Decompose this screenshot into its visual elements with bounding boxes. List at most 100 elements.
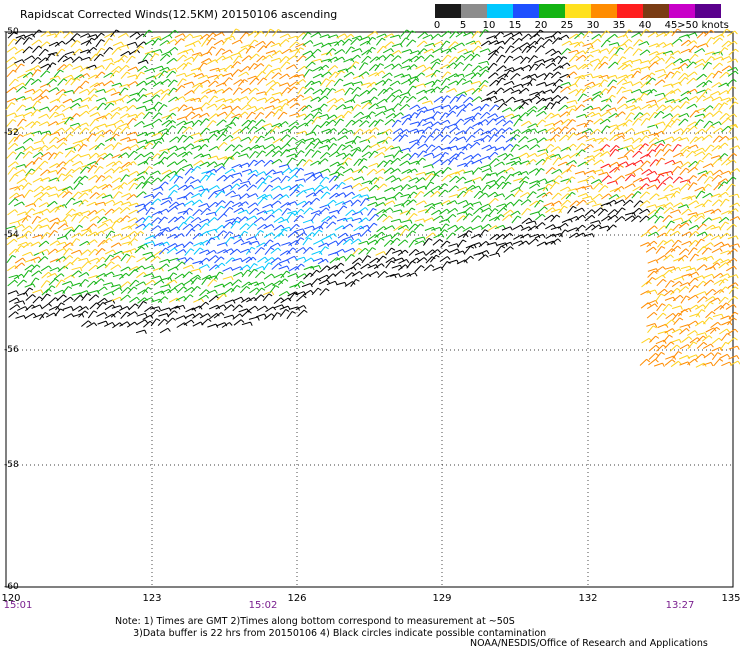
wind-barb-feather [382,45,387,49]
wind-barb [157,104,165,112]
wind-barb [30,57,39,65]
wind-barb [38,217,47,223]
wind-barb-feather [725,198,730,202]
wind-barb [145,107,155,112]
wind-barb-feather [391,41,395,45]
wind-barb [549,134,557,142]
wind-barb [505,136,514,143]
wind-barb-feather [141,246,146,250]
wind-barb [385,196,395,200]
wind-barb [521,33,529,41]
wind-barb [552,78,560,86]
wind-barb-feather [440,153,444,157]
wind-barb-feather [221,163,225,167]
wind-barb [720,170,730,176]
wind-barb-feather [710,144,715,148]
legend-color-bar [435,4,721,18]
wind-barb [249,135,256,144]
wind-barb [584,111,593,118]
wind-barb-feather [160,250,165,254]
wind-barb [632,159,642,166]
wind-barb [13,194,23,199]
wind-barb-feather [616,167,620,171]
wind-barb-feather [76,238,81,241]
wind-barb-feather [143,94,148,98]
wind-barb [551,208,560,213]
wind-barb-feather [468,213,473,217]
wind-barb [305,232,313,239]
wind-barb [56,93,64,102]
wind-barb-feather [145,59,149,64]
wind-barb-feather [471,134,476,138]
wind-barb [55,120,65,126]
wind-barb [432,41,442,47]
wind-barb-feather [437,33,442,38]
wind-barb-feather [270,87,275,91]
wind-barb-feather [48,151,52,156]
wind-barb-feather [260,135,265,139]
wind-barb [64,146,74,151]
wind-barb [69,102,78,109]
wind-barb [358,186,368,192]
wind-barb [317,95,326,103]
wind-barb [616,56,623,65]
wind-barb [357,158,365,166]
wind-barb-feather [291,212,296,216]
wind-barb-feather [670,43,674,47]
wind-barb [696,31,704,39]
wind-barb [126,131,136,136]
wind-barb-feather [600,159,605,164]
wind-barb-feather [190,184,195,189]
wind-barb-feather [208,58,213,62]
wind-barb-feather [324,246,329,250]
wind-barb-feather [406,183,411,188]
wind-barb-feather [526,152,530,157]
wind-barb [680,48,690,54]
wind-barb [217,156,227,161]
wind-barb-feather [571,176,576,180]
wind-barb [504,37,512,45]
wind-barb [400,79,410,85]
wind-barb [384,41,392,48]
wind-barb-feather [132,117,137,122]
wind-barb [310,160,319,166]
wind-barb [309,197,317,205]
wind-barb [376,183,385,191]
wind-barb [271,158,280,165]
wind-barb-feather [565,134,570,138]
wind-barb [575,186,585,191]
wind-barb [126,194,135,201]
wind-barb-feather [501,54,506,58]
wind-barb [494,87,502,95]
wind-barb-feather [670,207,674,211]
wind-barb [206,228,216,233]
wind-barb-feather [654,61,659,65]
wind-barb-feather [46,113,50,118]
wind-barb-feather [39,88,44,93]
wind-barb [296,232,305,239]
wind-barb-feather [334,175,339,179]
wind-barb [336,144,343,153]
wind-barb [457,48,467,54]
wind-barb-feather [71,197,76,201]
wind-barb [494,146,504,151]
wind-barb-feather [101,230,105,235]
wind-barb [337,232,346,239]
wind-barb-feather [320,89,324,93]
wind-barb [704,51,714,56]
wind-barb-feather [280,224,285,229]
wind-barb-feather [423,64,427,69]
wind-barb [62,56,72,63]
wind-barb-feather [14,198,19,202]
wind-barb [88,106,97,113]
wind-barb-feather [357,238,362,243]
wind-barb-feather [333,233,337,238]
wind-barb [496,65,504,72]
wind-barb [208,185,218,191]
wind-barb [55,48,63,57]
wind-barb-feather [509,232,514,237]
wind-barb [333,78,341,87]
wind-barb-feather [61,173,66,176]
wind-barb [439,208,448,215]
wind-barb-feather [702,151,706,156]
